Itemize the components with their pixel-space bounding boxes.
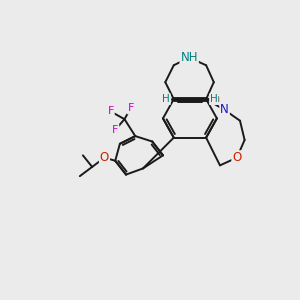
Text: F: F: [112, 125, 119, 135]
Text: N: N: [220, 103, 229, 116]
Text: O: O: [232, 151, 242, 164]
Text: F: F: [107, 106, 114, 116]
Text: H: H: [210, 94, 218, 104]
Text: O: O: [100, 151, 109, 164]
Polygon shape: [206, 97, 218, 102]
Text: NH: NH: [180, 51, 198, 64]
Text: H: H: [162, 94, 170, 104]
Text: F: F: [128, 103, 134, 113]
